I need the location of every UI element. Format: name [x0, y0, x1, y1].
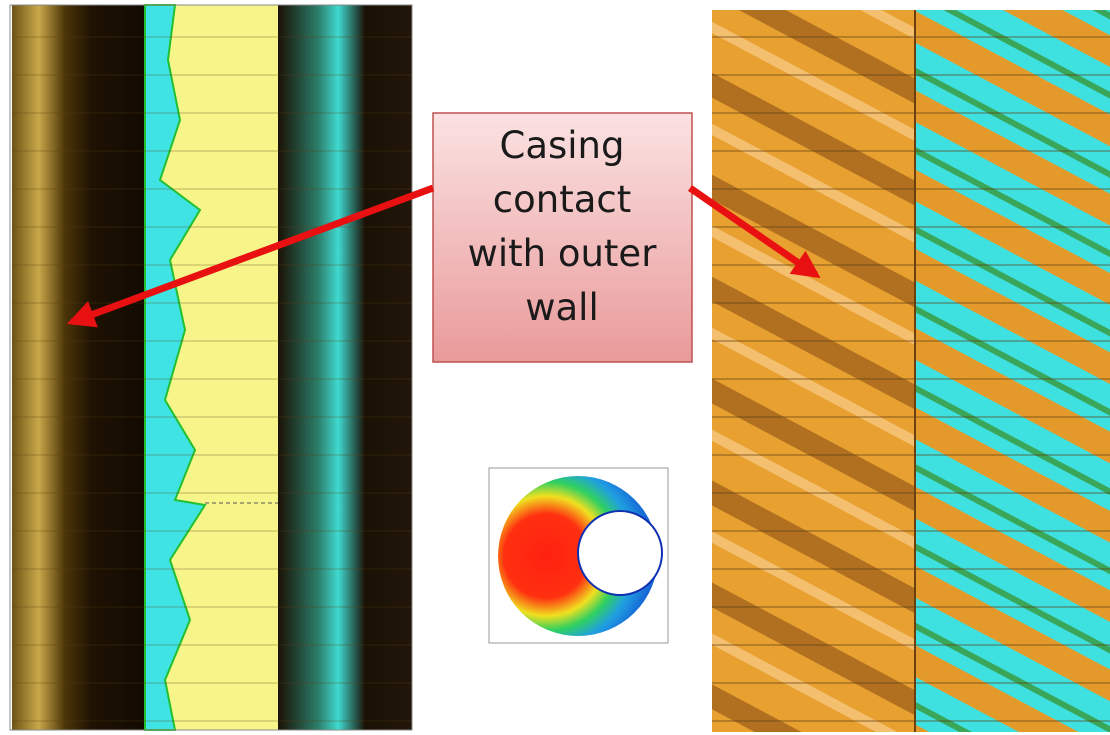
callout-line: Casing [499, 124, 624, 167]
eccentric-casing-icon [489, 468, 668, 643]
callout-line: with outer [468, 232, 658, 275]
callout-line: wall [525, 286, 599, 329]
callout: Casing contact with outer wall [433, 113, 692, 362]
right-log-panel [712, 10, 1110, 732]
callout-line: contact [493, 178, 631, 221]
figure: Casing contact with outer wall [0, 0, 1110, 735]
left-log-panel [10, 5, 412, 730]
